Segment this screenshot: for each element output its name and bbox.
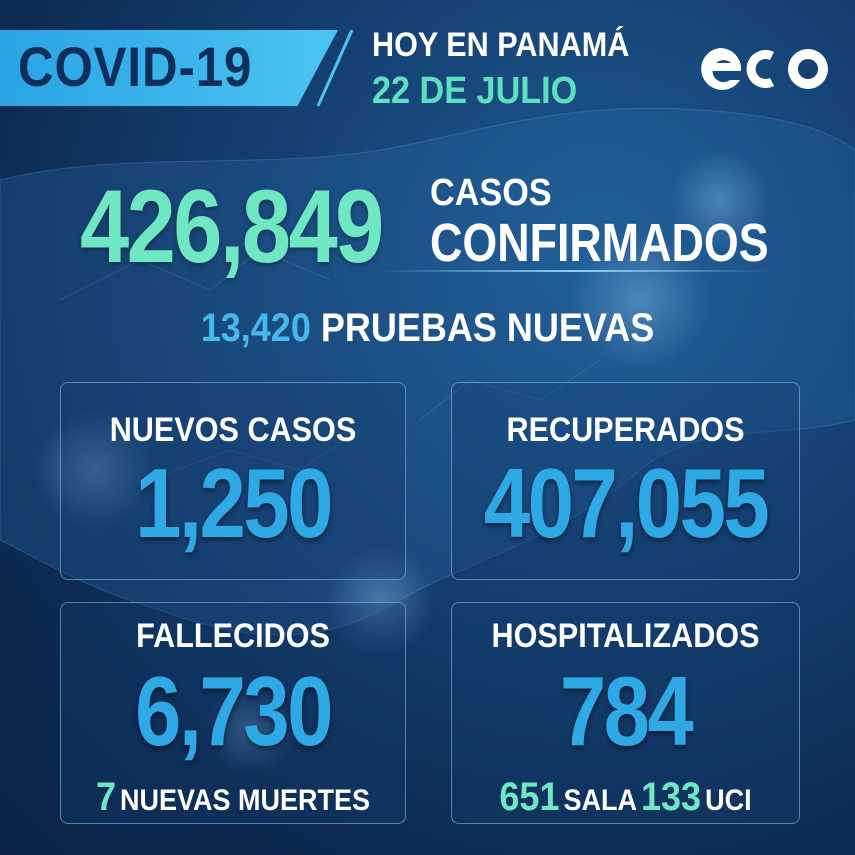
hospitalized-value: 784: [559, 656, 694, 766]
covid-title: COVID-19: [18, 35, 253, 98]
deceased-value: 6,730: [135, 656, 333, 766]
confirmed-cases-value: 426,849: [80, 169, 384, 285]
date-heading: 22 DE JULIO: [372, 70, 578, 112]
hospitalized-label: HOSPITALIZADOS: [491, 617, 760, 655]
banner-divider-line: [316, 30, 354, 106]
recovered-value: 407,055: [483, 448, 770, 558]
new-cases-value: 1,250: [135, 448, 333, 558]
new-deaths-label: NUEVAS MUERTES: [119, 784, 371, 817]
confirmed-label-big: CONFIRMADOS: [430, 213, 769, 273]
icu-label: UCI: [705, 784, 752, 817]
ward-label: SALA: [563, 784, 637, 817]
deceased-card: FALLECIDOS 6,730 7 NUEVAS MUERTES: [60, 602, 406, 824]
recovered-card: RECUPERADOS 407,055: [451, 382, 800, 580]
new-cases-card: NUEVOS CASOS 1,250: [60, 382, 406, 580]
new-cases-label: NUEVOS CASOS: [109, 411, 357, 449]
new-deaths-value: 7: [95, 775, 116, 819]
ward-value: 651: [499, 775, 560, 819]
new-deaths-line: 7 NUEVAS MUERTES: [78, 775, 388, 820]
recovered-label: RECUPERADOS: [506, 411, 745, 449]
tests-label: PRUEBAS NUEVAS: [320, 306, 655, 350]
title-banner: [0, 30, 338, 106]
divider-line: [380, 270, 770, 272]
tests-value: 13,420: [200, 306, 311, 350]
tests-line: 13,420 PRUEBAS NUEVAS: [43, 306, 813, 351]
icu-value: 133: [640, 775, 702, 819]
confirmed-label-small: CASOS: [430, 172, 552, 214]
deceased-label: FALLECIDOS: [136, 617, 330, 655]
location-heading: HOY EN PANAMÁ: [372, 26, 630, 64]
hospital-breakdown-line: 651 SALA 133 UCI: [469, 775, 781, 820]
hospitalized-card: HOSPITALIZADOS 784 651 SALA 133 UCI: [451, 602, 800, 824]
eco-logo-icon: [701, 47, 828, 90]
